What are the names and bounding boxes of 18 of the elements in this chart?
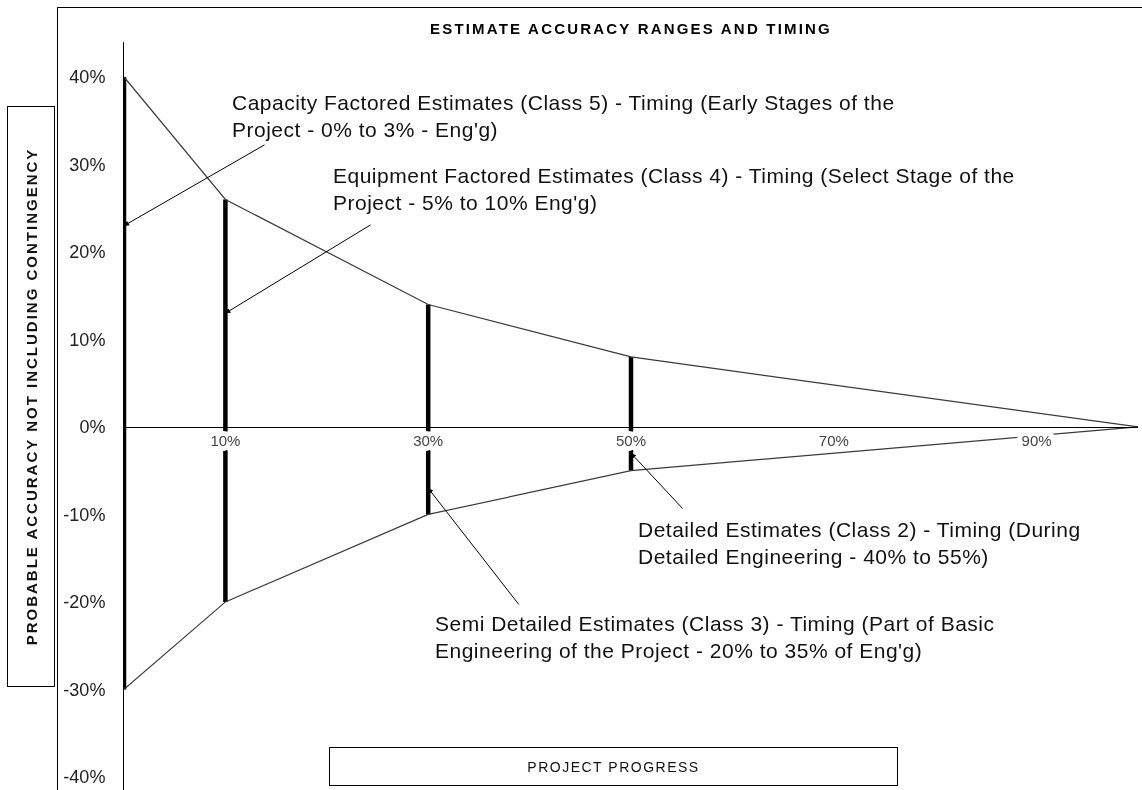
y-axis-title: PROBABLE ACCURACY NOT INCLUDING CONTINGENCY [22,147,40,646]
x-axis-title: PROJECT PROGRESS [527,758,700,775]
y-tick-label: 40% [69,67,106,88]
y-tick-label: 20% [69,242,106,263]
annotation: Capacity Factored Estimates (Class 5) - Timing (Early Stages of the Project - 0% to 3% - Eng'g) [232,91,895,142]
y-tick-label: 0% [79,417,106,438]
y-tick-label: -10% [63,504,106,525]
y-tick-label: 30% [69,154,106,175]
y-tick-label: -40% [63,767,106,788]
chart-title: ESTIMATE ACCURACY RANGES AND TIMING [429,20,833,38]
annotation: Equipment Factored Estimates (Class 4) - Timing (Select Stage of the Project - 5% to 10% Eng'g) [333,164,1015,215]
y-tick-label: 10% [69,329,106,350]
annotation: Detailed Estimates (Class 2) - Timing (During Detailed Engineering - 40% to 55%) [638,518,1081,569]
x-tick-label: 90% [1021,431,1052,449]
x-tick-label: 70% [818,431,849,449]
y-tick-label: -20% [63,592,106,613]
annotation: Semi Detailed Estimates (Class 3) - Timing (Part of Basic Engineering of the Project - 20% to 35% of Eng'g) [435,612,995,663]
y-tick-label: -30% [63,679,106,700]
